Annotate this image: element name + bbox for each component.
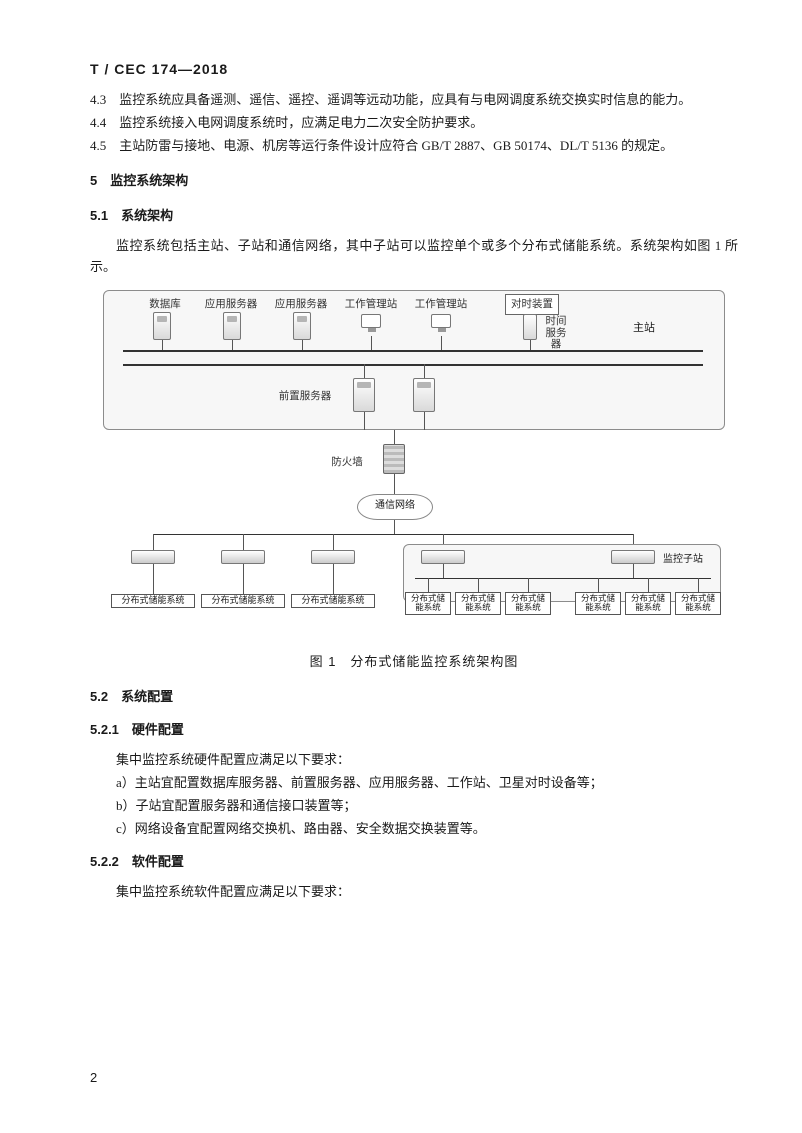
dist-system-box-9: 分布式储能系统 (675, 592, 721, 615)
front-server-icon-2 (413, 378, 435, 412)
drop-line (232, 340, 233, 350)
sub-bus-line (415, 578, 711, 579)
label-firewall: 防火墙 (327, 454, 367, 471)
dist-system-box-1: 分布式储能系统 (111, 594, 195, 608)
drop-line (371, 336, 372, 350)
label-front-server: 前置服务器 (275, 388, 335, 405)
list-item-b: b）子站宜配置服务器和通信接口装置等； (90, 796, 738, 817)
drop-line (441, 336, 442, 350)
conn-line (153, 534, 154, 550)
dist-system-box-7: 分布式储能系统 (575, 592, 621, 615)
drop-line (424, 412, 425, 430)
drop-line (162, 340, 163, 350)
para-4-3: 4.3 监控系统应具备遥测、遥信、遥控、遥调等远动功能，应具有与电网调度系统交换… (90, 90, 738, 111)
dist-system-box-3: 分布式储能系统 (291, 594, 375, 608)
para-4-4: 4.4 监控系统接入电网调度系统时，应满足电力二次安全防护要求。 (90, 113, 738, 134)
list-item-a: a）主站宜配置数据库服务器、前置服务器、应用服务器、工作站、卫星对时设备等； (90, 773, 738, 794)
conn-line (153, 564, 154, 594)
label-app-server-2: 应用服务器 (271, 296, 331, 313)
label-database: 数据库 (143, 296, 187, 313)
dist-system-box-8: 分布式储能系统 (625, 592, 671, 615)
section-5-1-heading: 5.1 系统架构 (90, 206, 738, 227)
bus-line-top (123, 350, 703, 352)
drop-line (530, 340, 531, 350)
distribution-line (153, 534, 633, 535)
station-icon-1 (131, 550, 175, 564)
conn-line (443, 564, 444, 578)
drop-line (302, 340, 303, 350)
label-app-server-1: 应用服务器 (201, 296, 261, 313)
database-server-icon (153, 312, 171, 340)
section-5-2-2-heading: 5.2.2 软件配置 (90, 852, 738, 873)
section-5-heading: 5 监控系统架构 (90, 171, 738, 192)
label-timing-device: 对时装置 (505, 294, 559, 315)
section-5-2-1-intro: 集中监控系统硬件配置应满足以下要求： (90, 750, 738, 771)
conn-line (333, 564, 334, 594)
station-icon-2 (221, 550, 265, 564)
section-5-1-body: 监控系统包括主站、子站和通信网络，其中子站可以监控单个或多个分布式储能系统。系统… (90, 236, 738, 278)
figure-1-caption: 图 1 分布式储能监控系统架构图 (103, 652, 725, 673)
firewall-icon (383, 444, 405, 474)
time-server-icon (523, 314, 537, 340)
conn-line (243, 534, 244, 550)
section-5-2-2-intro: 集中监控系统软件配置应满足以下要求： (90, 882, 738, 903)
dist-system-box-2: 分布式储能系统 (201, 594, 285, 608)
architecture-diagram: 数据库 应用服务器 应用服务器 工作管理站 工作管理站 对时装置 主站 时间服务… (103, 286, 725, 673)
app-server-icon-1 (223, 312, 241, 340)
app-server-icon-2 (293, 312, 311, 340)
drop-line (424, 364, 425, 378)
comm-network-cloud: 通信网络 (357, 494, 433, 520)
dist-system-box-4: 分布式储能系统 (405, 592, 451, 615)
conn-line (633, 564, 634, 578)
dist-system-box-6: 分布式储能系统 (505, 592, 551, 615)
drop-line (364, 412, 365, 430)
label-master-station: 主站 (633, 320, 655, 338)
label-workstation-2: 工作管理站 (411, 296, 471, 313)
drop-line (364, 364, 365, 378)
conn-line (243, 564, 244, 594)
station-icon-4 (421, 550, 465, 564)
section-5-2-heading: 5.2 系统配置 (90, 687, 738, 708)
station-icon-3 (311, 550, 355, 564)
label-workstation-1: 工作管理站 (341, 296, 401, 313)
label-sub-station: 监控子站 (663, 552, 703, 568)
label-time-server: 时间服务器 (543, 316, 569, 351)
station-icon-5 (611, 550, 655, 564)
page-number: 2 (90, 1068, 97, 1089)
list-item-c: c）网络设备宜配置网络交换机、路由器、安全数据交换装置等。 (90, 819, 738, 840)
document-code: T / CEC 174—2018 (90, 58, 738, 80)
conn-line (394, 430, 395, 444)
conn-line (394, 474, 395, 494)
bus-line-bottom (123, 364, 703, 366)
workstation-icon-2 (431, 314, 451, 328)
workstation-icon-1 (361, 314, 381, 328)
front-server-icon-1 (353, 378, 375, 412)
section-5-2-1-heading: 5.2.1 硬件配置 (90, 720, 738, 741)
dist-system-box-5: 分布式储能系统 (455, 592, 501, 615)
conn-line (394, 520, 395, 534)
para-4-5: 4.5 主站防雷与接地、电源、机房等运行条件设计应符合 GB/T 2887、GB… (90, 136, 738, 157)
conn-line (333, 534, 334, 550)
